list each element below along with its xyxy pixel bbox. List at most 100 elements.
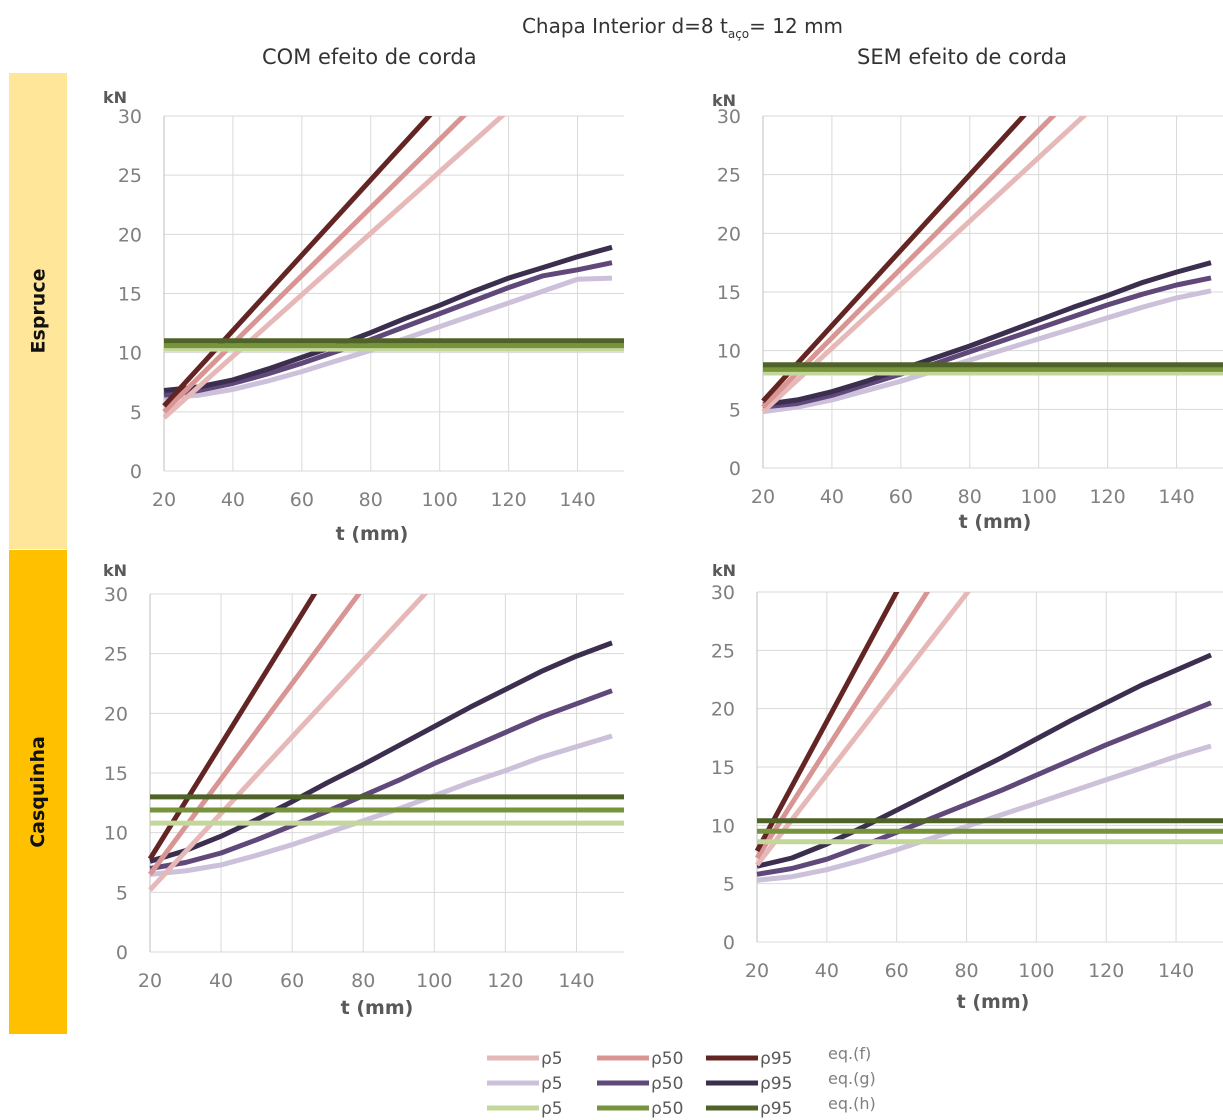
y-tick-label: 5: [723, 874, 735, 896]
y-axis-unit-label: kN: [103, 88, 127, 107]
legend-label: ρ95: [760, 1049, 792, 1069]
y-tick-label: 15: [118, 284, 142, 306]
y-tick-label: 15: [711, 757, 735, 779]
y-tick-label: 10: [118, 343, 142, 365]
y-tick-label: 20: [118, 224, 142, 246]
column-title-sem: SEM efeito de corda: [857, 45, 1067, 69]
x-tick-label: 40: [221, 489, 245, 511]
series-line-eq-f-rho5: [148, 594, 429, 892]
x-tick-label: 60: [280, 970, 304, 992]
x-axis-label: t (mm): [336, 523, 409, 545]
y-tick-label: 25: [104, 644, 128, 666]
series-line-eq-f-rho50: [148, 594, 362, 876]
y-tick-label: 0: [116, 942, 128, 964]
series-line-eq-f-rho95: [761, 116, 1027, 403]
x-tick-label: 20: [138, 970, 162, 992]
legend-label: ρ5: [541, 1099, 563, 1119]
x-axis-label: t (mm): [959, 511, 1032, 533]
main-title-suffix: = 12 mm: [749, 14, 844, 38]
x-tick-label: 140: [1158, 960, 1194, 982]
legend-label: ρ50: [651, 1074, 683, 1094]
row-band-casquinha: Casquinha: [9, 550, 67, 1034]
x-axis-label: t (mm): [957, 991, 1030, 1013]
legend-eq-label: eq.(g): [828, 1069, 876, 1088]
series-line-eq-g-rho50: [756, 700, 1212, 877]
chart-1: 0 5 10 15 20 25 30 20 40 60 80 100 120 140 t (mm) kN: [712, 91, 1223, 533]
x-tick-label: 100: [1018, 960, 1054, 982]
y-tick-label: 15: [717, 282, 741, 304]
series-line-eq-f-rho95: [162, 116, 433, 408]
y-tick-label: 30: [104, 584, 128, 606]
main-title: Chapa Interior d=8 taço= 12 mm: [0, 14, 1223, 41]
x-tick-label: 100: [1021, 486, 1057, 508]
y-tick-label: 5: [116, 882, 128, 904]
series-line-eq-f-rho50: [162, 116, 468, 414]
y-tick-label: 20: [711, 699, 735, 721]
y-tick-label: 5: [729, 399, 741, 421]
y-tick-label: 20: [104, 703, 128, 725]
y-tick-label: 0: [130, 461, 142, 483]
series-line-eq-f-rho95: [148, 594, 318, 861]
y-tick-label: 15: [104, 763, 128, 785]
series-line-eq-g-rho50: [149, 688, 613, 871]
y-tick-label: 0: [729, 458, 741, 480]
x-tick-label: 20: [751, 486, 775, 508]
series-line-eq-g-rho50: [762, 275, 1212, 410]
y-tick-label: 20: [717, 223, 741, 245]
legend-label: ρ5: [541, 1074, 563, 1094]
legend-label: ρ50: [651, 1099, 683, 1119]
chart-0: 0 5 10 15 20 25 30 20 40 60 80 100 120 140 t (mm) kN: [103, 88, 624, 545]
x-tick-label: 20: [745, 960, 769, 982]
series-line-eq-g-rho50: [163, 260, 613, 398]
y-tick-label: 30: [711, 582, 735, 604]
series-line-eq-f-rho50: [761, 116, 1057, 409]
x-tick-label: 60: [290, 489, 314, 511]
main-title-sub: aço: [727, 27, 750, 41]
x-tick-label: 80: [954, 960, 978, 982]
x-tick-label: 120: [487, 970, 523, 992]
series-line-eq-f-rho50: [755, 592, 931, 860]
y-tick-label: 25: [118, 165, 142, 187]
x-tick-label: 140: [558, 970, 594, 992]
y-tick-label: 30: [118, 106, 142, 128]
series-line-eq-f-rho5: [162, 116, 506, 420]
x-tick-label: 140: [559, 489, 595, 511]
x-tick-label: 40: [820, 486, 844, 508]
y-tick-label: 5: [130, 402, 142, 424]
row-band-espruce: Espruce: [9, 73, 67, 549]
legend: ρ5 ρ50 ρ95 eq.(f) ρ5 ρ50 ρ95 eq.(g) ρ5 ρ50 ρ95 eq.(…: [487, 1044, 876, 1119]
y-axis-unit-label: kN: [712, 91, 736, 110]
series-line-eq-g-rho95: [163, 244, 613, 393]
y-tick-label: 10: [711, 815, 735, 837]
y-tick-label: 30: [717, 106, 741, 128]
x-tick-label: 100: [416, 970, 452, 992]
series-line-eq-g-rho5: [762, 288, 1212, 415]
series-line-eq-g-rho95: [756, 652, 1212, 869]
main-title-prefix: Chapa Interior d=8 t: [521, 14, 728, 38]
chart-2: 0 5 10 15 20 25 30 20 40 60 80 100 120 140 t (mm) kN: [103, 561, 624, 1019]
y-tick-label: 25: [717, 165, 741, 187]
x-tick-label: 40: [815, 960, 839, 982]
y-tick-label: 0: [723, 932, 735, 954]
series-line-eq-g-rho5: [149, 733, 613, 877]
x-tick-label: 60: [889, 486, 913, 508]
x-tick-label: 80: [351, 970, 375, 992]
x-tick-label: 120: [1088, 960, 1124, 982]
x-tick-label: 80: [958, 486, 982, 508]
chart-3: 0 5 10 15 20 25 30 20 40 60 80 100 120 140 t (mm) kN: [711, 561, 1223, 1013]
legend-label: ρ50: [651, 1049, 683, 1069]
x-tick-label: 20: [152, 489, 176, 511]
y-axis-unit-label: kN: [712, 561, 736, 580]
x-tick-label: 120: [1089, 486, 1125, 508]
series-line-eq-g-rho95: [149, 640, 613, 864]
y-tick-label: 10: [104, 823, 128, 845]
x-tick-label: 100: [422, 489, 458, 511]
legend-eq-label: eq.(h): [828, 1094, 876, 1113]
x-tick-label: 140: [1158, 486, 1194, 508]
x-tick-label: 40: [209, 970, 233, 992]
x-axis-label: t (mm): [341, 997, 414, 1019]
series-line-eq-f-rho5: [761, 116, 1088, 414]
legend-label: ρ95: [760, 1074, 792, 1094]
series-line-eq-g-rho95: [762, 260, 1212, 408]
